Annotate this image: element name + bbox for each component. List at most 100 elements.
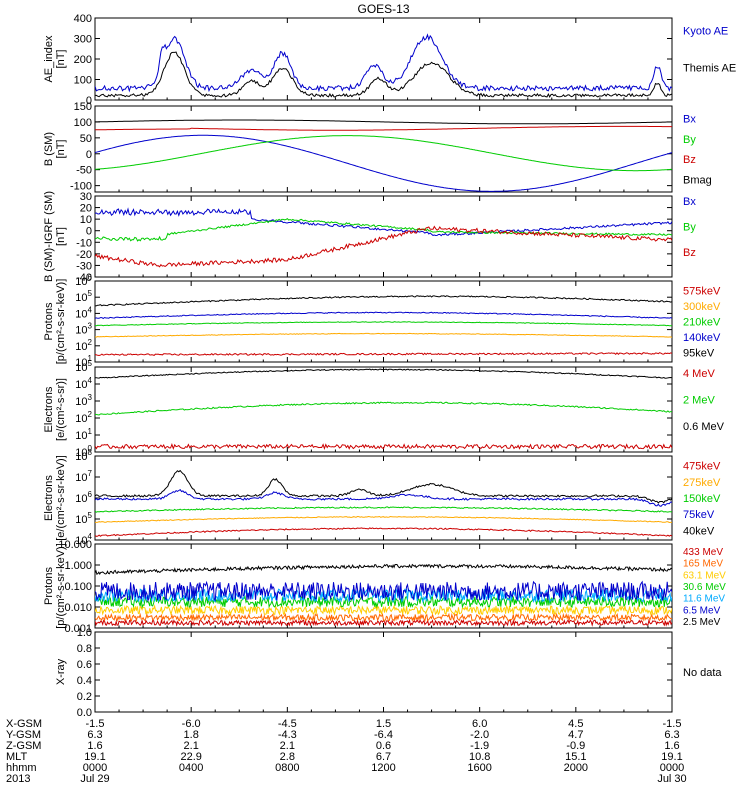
y-tick-label: 106 <box>75 490 92 505</box>
panel-protons_mev: 10.000 1.000 0.100 0.010 0.001 Protons [p/(cm²… <box>43 539 726 635</box>
y-axis-label: Electrons <box>43 475 55 521</box>
series-line-95kev <box>95 295 672 307</box>
y-tick-label: -30 <box>76 260 92 272</box>
x-tick-label: 10.8 <box>469 751 490 763</box>
series-line-bz <box>95 125 672 131</box>
panel-ae: 400 300 200 100 0 AE_index [nT] Kyoto AE Themis … <box>43 13 736 107</box>
legend-entry: Bx <box>683 196 696 208</box>
y-axis-label: B (SM)-IGRF (SM) <box>43 191 55 282</box>
series-line-40kev <box>95 469 672 504</box>
y-tick-label: -10 <box>76 237 92 249</box>
no-data-note: No data <box>683 667 722 679</box>
series-line-210kev <box>95 321 672 327</box>
series-line-bx <box>95 134 672 192</box>
legend-entry: By <box>683 222 696 234</box>
y-axis-label: [p/(cm²-s-sr-keV)] <box>55 543 67 629</box>
x-tick-label: 19.1 <box>661 751 682 763</box>
y-tick-label: 103 <box>75 393 92 408</box>
x-axis-info-rows: X-GSM -1.5 -6.0 -4.5 1.5 6.0 4.5 -1.5Y-GSM 6.3 1.… <box>6 718 687 785</box>
y-tick-label: -100 <box>70 181 92 193</box>
x-tick-label: -4.3 <box>278 729 297 741</box>
x-tick-label: 6.0 <box>472 718 487 730</box>
legend-entry: Kyoto AE <box>683 25 728 37</box>
series-line-63-1-mev <box>95 604 672 617</box>
series-line-165-mev <box>95 612 672 623</box>
x-row-label: MLT <box>6 751 27 763</box>
y-tick-label: 104 <box>75 305 92 320</box>
legend-entry: 210keV <box>683 317 721 329</box>
y-tick-label: 10 <box>80 214 92 226</box>
series-line-575kev <box>95 352 672 357</box>
x-tick-label: 0800 <box>275 762 299 774</box>
y-tick-label: 108 <box>75 448 92 463</box>
legend-entry: 140keV <box>683 332 721 344</box>
y-tick-label: 105 <box>75 511 92 526</box>
series-line-75kev <box>95 489 672 507</box>
legend-entry: 165 MeV <box>683 559 723 570</box>
y-tick-label: 104 <box>75 376 92 391</box>
x-tick-label: 1200 <box>371 762 395 774</box>
legend-entry: 275keV <box>683 477 721 489</box>
legend-entry: 11.6 MeV <box>683 594 725 605</box>
y-tick-label: 0.001 <box>64 623 92 635</box>
x-row-label: hhmm <box>6 762 37 774</box>
y-tick-label: 101 <box>75 354 92 369</box>
y-axis-label: [nT] <box>55 227 67 246</box>
y-axis-label: [p/(cm²-s-sr-keV)] <box>55 279 67 365</box>
x-tick-label: -0.9 <box>566 740 585 752</box>
legend-entry: 30.6 MeV <box>683 582 726 593</box>
panel-electrons_kev: 108 107 106 105 104 Electrons [e/(cm²-s-sr-keV… <box>43 448 721 547</box>
y-tick-label: 0.2 <box>77 691 92 703</box>
panel-frame <box>94 280 673 363</box>
x-tick-label: 0000 <box>83 762 107 774</box>
x-tick-label: 2000 <box>564 762 588 774</box>
y-tick-label: 0.100 <box>64 581 92 593</box>
series-line-475kev <box>95 527 672 537</box>
y-tick-label: 0 <box>86 226 92 238</box>
legend-entry: 2 MeV <box>683 395 715 407</box>
x-tick-label: 6.7 <box>376 751 391 763</box>
series-line-themis-ae <box>95 51 672 98</box>
legend-entry: By <box>683 134 696 146</box>
y-tick-label: 300 <box>74 34 92 46</box>
series-line-bx <box>95 207 672 237</box>
y-axis-label: X-ray <box>55 658 67 685</box>
y-tick-label: 0.0 <box>77 707 92 719</box>
x-tick-label: -4.5 <box>278 718 297 730</box>
series-line-300kev <box>95 332 672 338</box>
panel-electrons_mev: 105 104 103 102 101 100 Electrons [e/(cm²-s-sr)… <box>43 359 725 459</box>
legend-entry: Bmag <box>683 175 712 187</box>
plot-title: GOES-13 <box>357 2 409 16</box>
series-line-0-6-mev <box>95 368 672 379</box>
series-line-140kev <box>95 311 672 320</box>
y-tick-label: -40 <box>76 272 92 284</box>
y-axis-label: Protons <box>43 567 55 605</box>
y-axis-label: AE_index <box>43 35 55 83</box>
x-tick-label: 4.5 <box>568 718 583 730</box>
x-tick-label: 1600 <box>467 762 491 774</box>
legend-entry: 63.1 MeV <box>683 570 726 581</box>
x-tick-label: 6.3 <box>87 729 102 741</box>
y-axis-label: [e/(cm²-s-sr-keV)] <box>55 455 67 541</box>
x-tick-label: 0.6 <box>376 740 391 752</box>
series-line-bz <box>95 225 672 268</box>
legend-entry: Themis AE <box>683 63 736 75</box>
y-tick-label: 0 <box>86 149 92 161</box>
legend-entry: 6.5 MeV <box>683 605 721 616</box>
x-tick-label: 15.1 <box>565 751 586 763</box>
y-tick-label: 105 <box>75 359 92 374</box>
y-tick-label: 105 <box>75 289 92 304</box>
x-tick-label: 0400 <box>179 762 203 774</box>
series-line-2-mev <box>95 401 672 416</box>
panel-frame <box>94 631 673 713</box>
y-axis-label: Protons <box>43 302 55 340</box>
y-axis-label: [nT] <box>55 140 67 159</box>
x-tick-label: 6.3 <box>664 729 679 741</box>
legend-entry: 75keV <box>683 509 715 521</box>
y-tick-label: 200 <box>74 54 92 66</box>
legend-entry: Bz <box>683 247 696 259</box>
series-line-by <box>95 217 672 242</box>
